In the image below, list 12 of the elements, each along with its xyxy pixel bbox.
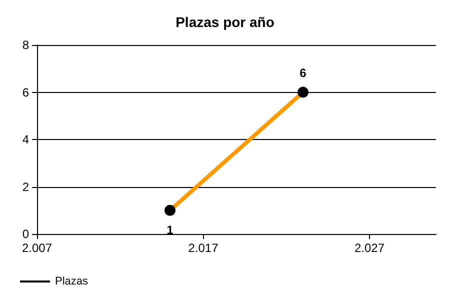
y-tick-label: 6	[22, 85, 30, 100]
y-tick-label: 2	[22, 180, 30, 194]
legend-label: Plazas	[55, 276, 89, 288]
data-label: 6	[300, 66, 307, 80]
x-tick-label: 2.007	[22, 241, 52, 255]
data-label: 1	[166, 222, 174, 237]
chart-title: Plazas por año	[176, 14, 274, 30]
x-tick-label: 2.027	[354, 241, 385, 255]
y-tick-label: 4	[22, 132, 30, 146]
y-tick-label: 8	[22, 38, 30, 52]
y-tick-label: 0	[22, 227, 30, 241]
x-tick-label: 2.017	[188, 241, 219, 255]
